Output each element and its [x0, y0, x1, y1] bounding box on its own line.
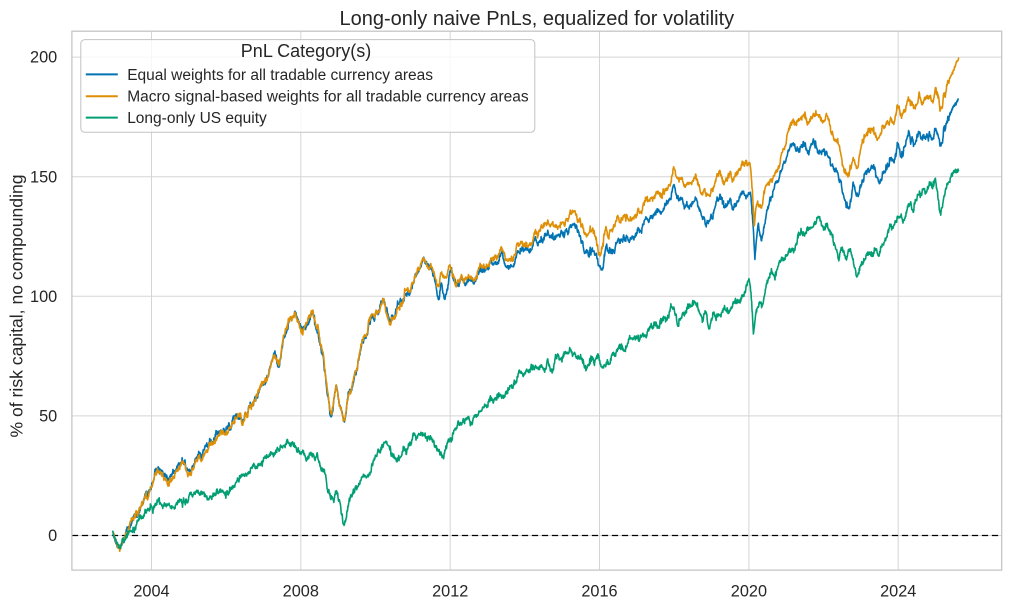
svg-text:Macro signal-based weights for: Macro signal-based weights for all trada…	[127, 89, 529, 106]
svg-text:Equal weights for all tradable: Equal weights for all tradable currency …	[127, 67, 433, 84]
svg-text:50: 50	[39, 408, 57, 426]
svg-text:Long-only naive PnLs, equalize: Long-only naive PnLs, equalized for vola…	[339, 8, 734, 30]
svg-text:% of risk capital, no compound: % of risk capital, no compounding	[7, 174, 27, 437]
svg-text:Long-only US equity: Long-only US equity	[127, 110, 267, 127]
svg-text:150: 150	[30, 168, 57, 186]
svg-text:PnL Category(s): PnL Category(s)	[241, 41, 371, 61]
svg-text:2012: 2012	[432, 583, 468, 601]
svg-text:100: 100	[30, 288, 57, 306]
svg-text:2020: 2020	[731, 583, 767, 601]
svg-text:200: 200	[30, 49, 57, 67]
svg-text:0: 0	[48, 527, 57, 545]
svg-text:2016: 2016	[581, 583, 617, 601]
svg-text:2008: 2008	[283, 583, 319, 601]
svg-text:2004: 2004	[133, 583, 169, 601]
svg-text:2024: 2024	[880, 583, 916, 601]
